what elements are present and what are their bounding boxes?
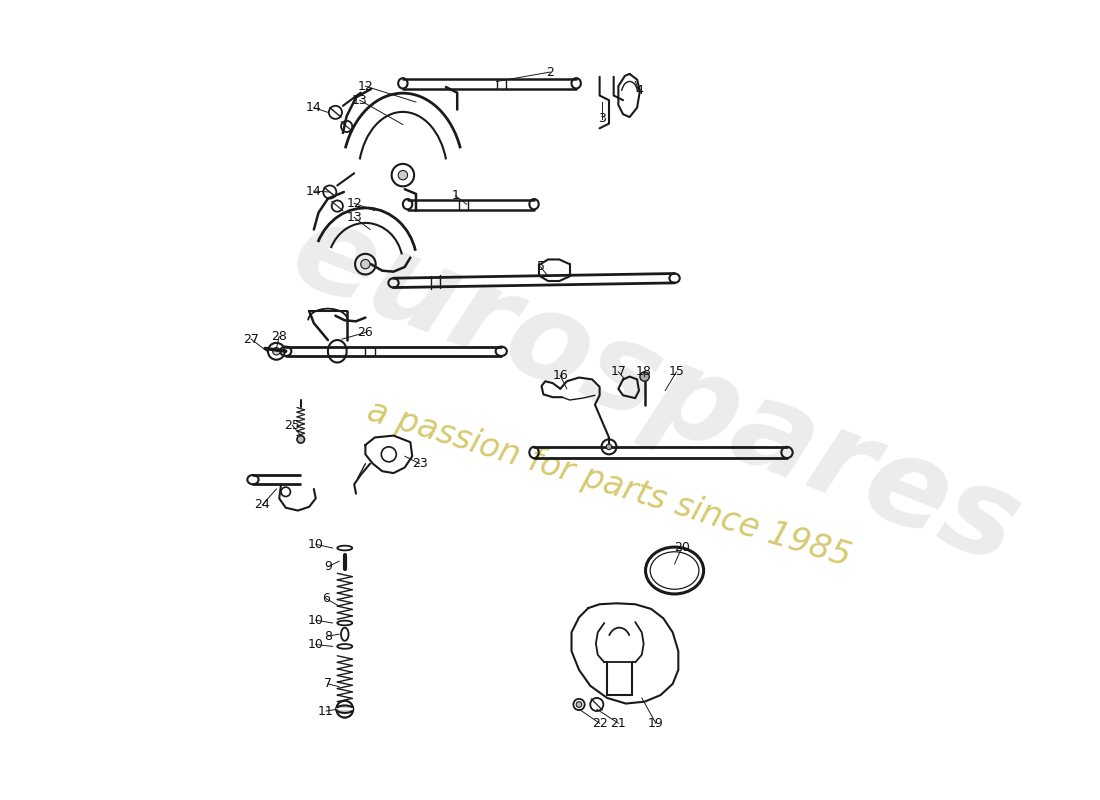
Text: 28: 28 — [272, 330, 287, 342]
Text: 10: 10 — [308, 538, 323, 550]
Text: 8: 8 — [323, 630, 332, 642]
Text: 1: 1 — [451, 190, 460, 202]
Circle shape — [297, 436, 305, 443]
Text: 22: 22 — [592, 717, 607, 730]
Circle shape — [361, 259, 370, 269]
Text: 11: 11 — [318, 705, 334, 718]
Text: 14: 14 — [306, 185, 321, 198]
Text: 14: 14 — [306, 101, 321, 114]
Text: 19: 19 — [648, 717, 663, 730]
Circle shape — [606, 444, 612, 450]
Text: 17: 17 — [610, 366, 626, 378]
Text: 18: 18 — [636, 366, 651, 378]
Text: 27: 27 — [243, 333, 258, 346]
Text: 25: 25 — [285, 418, 300, 432]
Text: 9: 9 — [324, 560, 332, 574]
Text: 10: 10 — [308, 638, 323, 651]
Text: 16: 16 — [552, 369, 568, 382]
Text: 24: 24 — [254, 498, 271, 511]
Text: 26: 26 — [358, 326, 373, 339]
Text: 6: 6 — [322, 592, 330, 605]
Circle shape — [640, 372, 649, 382]
Text: eurospares: eurospares — [276, 192, 1036, 590]
Text: 23: 23 — [411, 458, 428, 470]
Text: 21: 21 — [610, 717, 626, 730]
Text: a passion for parts since 1985: a passion for parts since 1985 — [363, 395, 855, 574]
Text: 2: 2 — [546, 66, 554, 78]
Circle shape — [576, 702, 582, 707]
Text: 12: 12 — [358, 80, 373, 93]
Text: 13: 13 — [352, 94, 367, 106]
Text: 10: 10 — [308, 614, 323, 626]
Text: 13: 13 — [346, 211, 362, 224]
Circle shape — [398, 170, 408, 180]
Ellipse shape — [337, 706, 353, 713]
Text: 3: 3 — [598, 113, 606, 126]
Text: 12: 12 — [346, 197, 362, 210]
Text: 4: 4 — [635, 84, 642, 98]
Text: 20: 20 — [674, 541, 690, 554]
Text: 5: 5 — [537, 261, 544, 274]
Text: 15: 15 — [669, 366, 684, 378]
Text: 7: 7 — [323, 678, 332, 690]
Circle shape — [273, 347, 280, 355]
